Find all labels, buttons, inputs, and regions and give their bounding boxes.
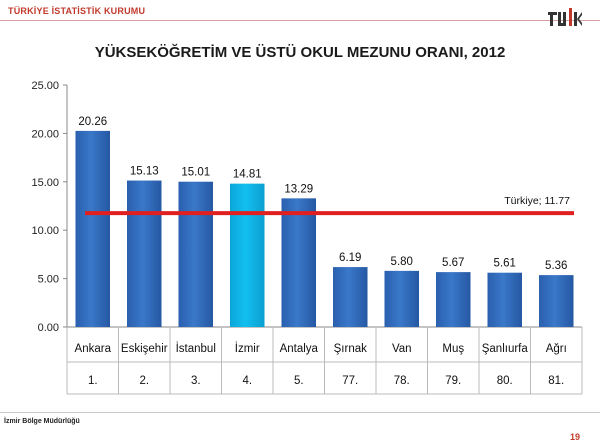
reference-line-label: Türkiye; 11.77 bbox=[504, 195, 570, 207]
category-label: Antalya bbox=[280, 343, 319, 355]
value-label: 5.61 bbox=[494, 258, 516, 270]
bar bbox=[178, 181, 214, 327]
bar bbox=[229, 183, 265, 327]
value-label: 20.26 bbox=[78, 116, 107, 128]
value-label: 15.01 bbox=[181, 167, 210, 179]
value-label: 5.67 bbox=[442, 257, 464, 269]
value-label: 13.29 bbox=[284, 183, 313, 195]
rank-label: 5. bbox=[294, 375, 304, 387]
tuik-logo bbox=[548, 8, 582, 26]
value-label: 6.19 bbox=[339, 252, 361, 264]
y-tick-label: 20.00 bbox=[31, 128, 59, 140]
category-label: Ağrı bbox=[546, 343, 567, 355]
page-number: 19 bbox=[570, 432, 581, 442]
bar bbox=[75, 130, 111, 327]
category-label: Van bbox=[392, 343, 412, 355]
y-tick-label: 5.00 bbox=[38, 274, 59, 286]
footer-divider bbox=[0, 412, 600, 413]
category-label: Eskişehir bbox=[121, 343, 168, 355]
category-label: Şırnak bbox=[334, 343, 367, 355]
rank-label: 3. bbox=[191, 375, 201, 387]
organization-name: TÜRKİYE İSTATİSTİK KURUMU bbox=[8, 6, 146, 16]
bar-chart: 0.00 5.00 10.00 15.00 20.00 25.00 20.26 Ankara 1… bbox=[31, 80, 583, 395]
rank-label: 79. bbox=[445, 375, 461, 387]
category-label: İzmir bbox=[235, 342, 260, 355]
value-label: 5.80 bbox=[391, 256, 413, 268]
bar bbox=[126, 180, 162, 327]
office-name: İzmir Bölge Müdürlüğü bbox=[4, 418, 80, 425]
rank-label: 81. bbox=[548, 375, 564, 387]
category-label: Şanlıurfa bbox=[482, 343, 529, 355]
y-tick-label: 15.00 bbox=[31, 177, 59, 189]
rank-label: 1. bbox=[88, 375, 98, 387]
rank-label: 80. bbox=[497, 375, 513, 387]
rank-label: 4. bbox=[242, 375, 252, 387]
category-label: İstanbul bbox=[176, 342, 216, 355]
chart-title: YÜKSEKÖĞRETİM VE ÜSTÜ OKUL MEZUNU ORANI,… bbox=[94, 44, 506, 61]
bar bbox=[487, 272, 523, 327]
header-divider bbox=[0, 20, 600, 21]
y-tick-label: 0.00 bbox=[38, 322, 59, 334]
value-label: 15.13 bbox=[130, 166, 159, 178]
bar bbox=[384, 270, 420, 327]
value-label: 14.81 bbox=[233, 169, 262, 181]
category-label: Ankara bbox=[75, 343, 112, 355]
value-label: 5.36 bbox=[545, 260, 567, 272]
rank-label: 2. bbox=[139, 375, 149, 387]
bar bbox=[281, 198, 317, 327]
bar bbox=[332, 267, 368, 327]
y-tick-label: 25.00 bbox=[31, 80, 59, 92]
rank-label: 77. bbox=[342, 375, 358, 387]
category-label: Muş bbox=[442, 343, 464, 355]
bar bbox=[538, 275, 574, 327]
y-tick-label: 10.00 bbox=[31, 225, 59, 237]
bar bbox=[435, 272, 471, 327]
rank-label: 78. bbox=[394, 375, 410, 387]
